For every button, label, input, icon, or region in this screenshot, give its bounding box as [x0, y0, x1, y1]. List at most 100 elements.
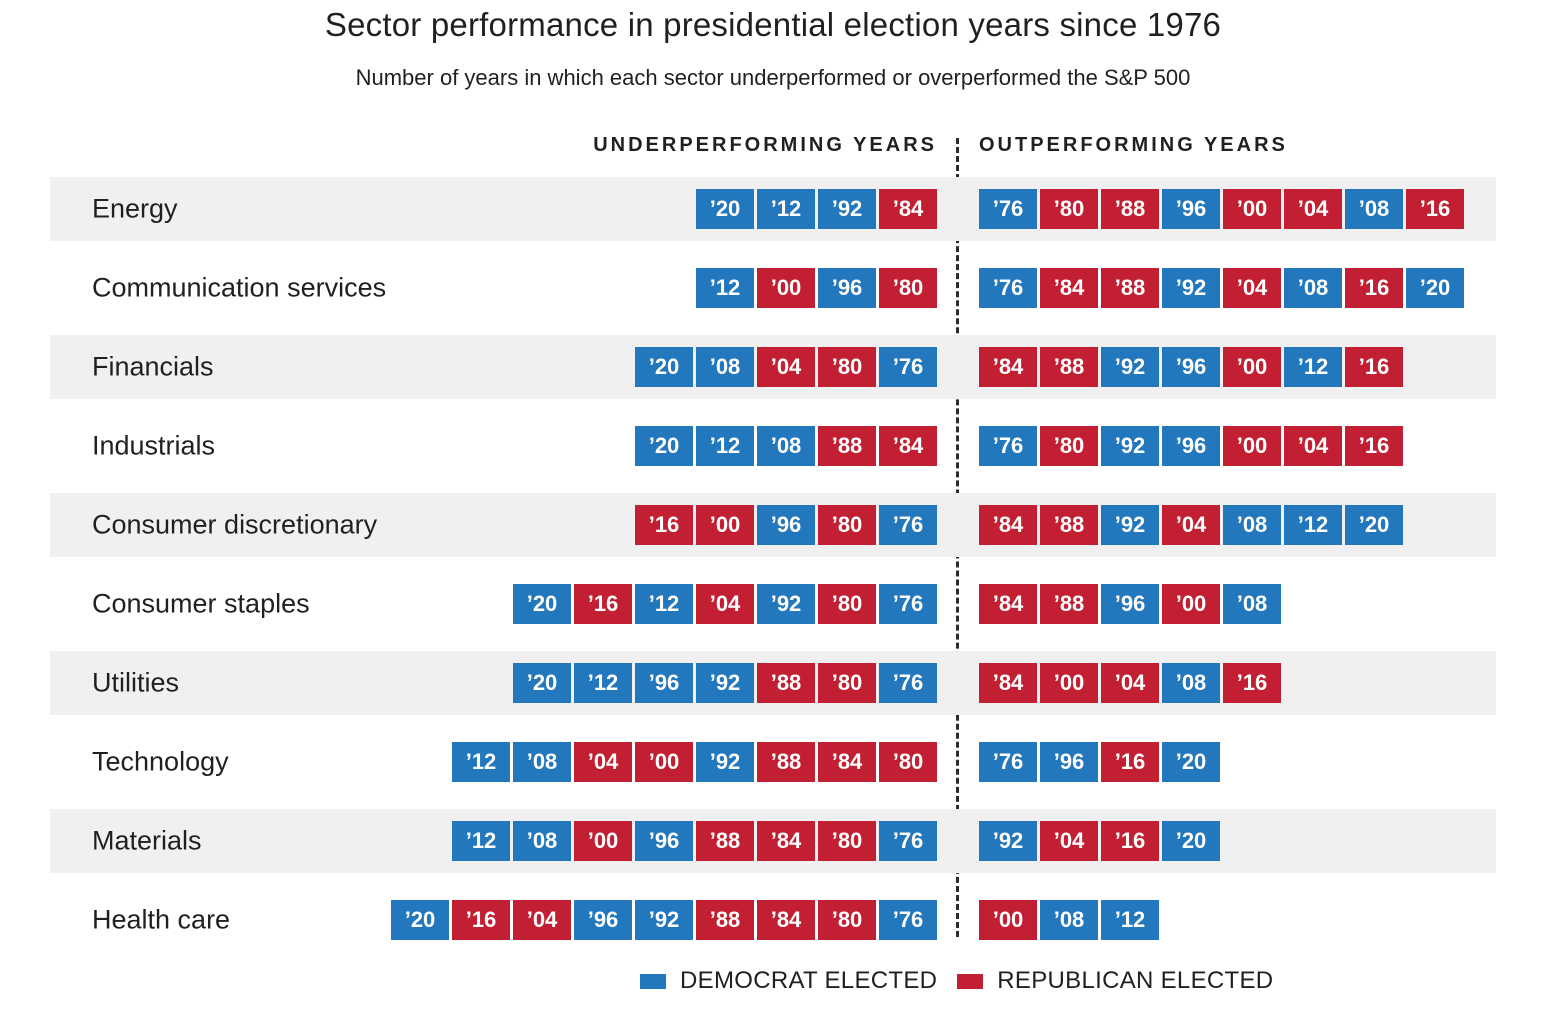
- year-box: ’96: [1040, 742, 1098, 782]
- year-box: ’92: [635, 900, 693, 940]
- outperforming-boxes: ’76’80’88’96’00’04’08’16: [979, 189, 1464, 229]
- outperforming-boxes: ’76’96’16’20: [979, 742, 1220, 782]
- sector-label: Financials: [92, 351, 214, 382]
- year-box: ’20: [1162, 821, 1220, 861]
- underperforming-boxes: ’20’16’12’04’92’80’76: [513, 584, 937, 624]
- chart-subtitle: Number of years in which each sector und…: [355, 65, 1191, 90]
- year-box: ’00: [757, 268, 815, 308]
- chart-title: Sector performance in presidential elect…: [324, 6, 1222, 43]
- year-box: ’00: [1223, 426, 1281, 466]
- year-box: ’08: [513, 821, 571, 861]
- legend-item-democrat: DEMOCRAT ELECTED: [640, 967, 937, 995]
- year-box: ’16: [1101, 821, 1159, 861]
- year-box: ’00: [574, 821, 632, 861]
- year-box: ’16: [1406, 189, 1464, 229]
- year-box: ’88: [757, 663, 815, 703]
- sector-label: Health care: [92, 904, 231, 935]
- outperforming-boxes: ’76’84’88’92’04’08’16’20: [979, 268, 1464, 308]
- underperforming-boxes: ’20’08’04’80’76: [635, 347, 937, 387]
- year-box: ’04: [574, 742, 632, 782]
- year-box: ’96: [1101, 584, 1159, 624]
- year-box: ’80: [1040, 189, 1098, 229]
- sector-label: Communication services: [92, 272, 387, 303]
- outperforming-boxes: ’76’80’92’96’00’04’16: [979, 426, 1403, 466]
- year-box: ’16: [1345, 268, 1403, 308]
- year-box: ’88: [696, 900, 754, 940]
- year-box: ’96: [635, 821, 693, 861]
- year-box: ’16: [452, 900, 510, 940]
- year-box: ’92: [979, 821, 1037, 861]
- outperforming-boxes: ’84’88’92’04’08’12’20: [979, 505, 1403, 545]
- sector-label: Industrials: [92, 430, 216, 461]
- year-box: ’80: [818, 900, 876, 940]
- year-box: ’76: [879, 821, 937, 861]
- year-box: ’76: [879, 347, 937, 387]
- legend: DEMOCRAT ELECTED REPUBLICAN ELECTED: [640, 967, 1496, 995]
- underperforming-boxes: ’16’00’96’80’76: [635, 505, 937, 545]
- year-box: ’12: [1284, 505, 1342, 545]
- republican-legend-label: REPUBLICAN ELECTED: [997, 967, 1274, 994]
- year-box: ’00: [979, 900, 1037, 940]
- year-box: ’00: [635, 742, 693, 782]
- year-box: ’12: [635, 584, 693, 624]
- year-box: ’04: [513, 900, 571, 940]
- year-box: ’96: [818, 268, 876, 308]
- year-box: ’84: [1040, 268, 1098, 308]
- outperforming-boxes: ’84’88’92’96’00’12’16: [979, 347, 1403, 387]
- year-box: ’76: [879, 505, 937, 545]
- outperforming-boxes: ’00’08’12: [979, 900, 1159, 940]
- year-box: ’20: [391, 900, 449, 940]
- year-box: ’76: [879, 900, 937, 940]
- underperforming-boxes: ’20’12’92’84: [696, 189, 937, 229]
- year-box: ’84: [979, 663, 1037, 703]
- year-box: ’88: [1040, 505, 1098, 545]
- year-box: ’08: [1162, 663, 1220, 703]
- year-box: ’12: [696, 268, 754, 308]
- year-box: ’80: [879, 742, 937, 782]
- democrat-legend-label: DEMOCRAT ELECTED: [680, 967, 938, 994]
- underperforming-boxes: ’12’08’00’96’88’84’80’76: [452, 821, 937, 861]
- year-box: ’20: [635, 426, 693, 466]
- sector-label: Utilities: [92, 667, 180, 698]
- year-box: ’12: [757, 189, 815, 229]
- year-box: ’92: [757, 584, 815, 624]
- sector-row: Energy ’20’12’92’84’76’80’88’96’00’04’08’…: [50, 177, 1496, 241]
- sector-label: Technology: [92, 746, 229, 777]
- year-box: ’12: [1101, 900, 1159, 940]
- outperforming-column-header: OUTPERFORMING YEARS: [979, 134, 1288, 156]
- year-box: ’20: [1406, 268, 1464, 308]
- underperforming-boxes: ’12’08’04’00’92’88’84’80: [452, 742, 937, 782]
- year-box: ’84: [979, 505, 1037, 545]
- year-box: ’96: [1162, 426, 1220, 466]
- year-box: ’96: [1162, 189, 1220, 229]
- year-box: ’92: [696, 663, 754, 703]
- year-box: ’96: [757, 505, 815, 545]
- year-box: ’16: [1345, 347, 1403, 387]
- year-box: ’12: [574, 663, 632, 703]
- year-box: ’00: [1223, 189, 1281, 229]
- year-box: ’08: [696, 347, 754, 387]
- underperforming-boxes: ’20’12’08’88’84: [635, 426, 937, 466]
- year-box: ’92: [1101, 426, 1159, 466]
- sector-row: Consumer staples ’20’16’12’04’92’80’76 ’84…: [50, 572, 1496, 636]
- year-box: ’00: [1040, 663, 1098, 703]
- year-box: ’84: [979, 584, 1037, 624]
- sector-row: Technology ’12’08’04’00’92’88’84’80 ’76’96…: [50, 730, 1496, 794]
- year-box: ’76: [879, 584, 937, 624]
- year-box: ’80: [818, 505, 876, 545]
- year-box: ’92: [1101, 347, 1159, 387]
- year-box: ’12: [1284, 347, 1342, 387]
- legend-item-republican: REPUBLICAN ELECTED: [957, 967, 1273, 995]
- year-box: ’12: [452, 821, 510, 861]
- year-box: ’00: [1162, 584, 1220, 624]
- sector-label: Materials: [92, 825, 202, 856]
- chart-table: UNDERPERFORMING YEARS OUTPERFORMING YEAR…: [50, 132, 1496, 952]
- year-box: ’08: [1223, 505, 1281, 545]
- underperforming-boxes: ’12’00’96’80: [696, 268, 937, 308]
- year-box: ’76: [979, 742, 1037, 782]
- year-box: ’04: [1101, 663, 1159, 703]
- year-box: ’04: [696, 584, 754, 624]
- year-box: ’84: [757, 821, 815, 861]
- year-box: ’20: [696, 189, 754, 229]
